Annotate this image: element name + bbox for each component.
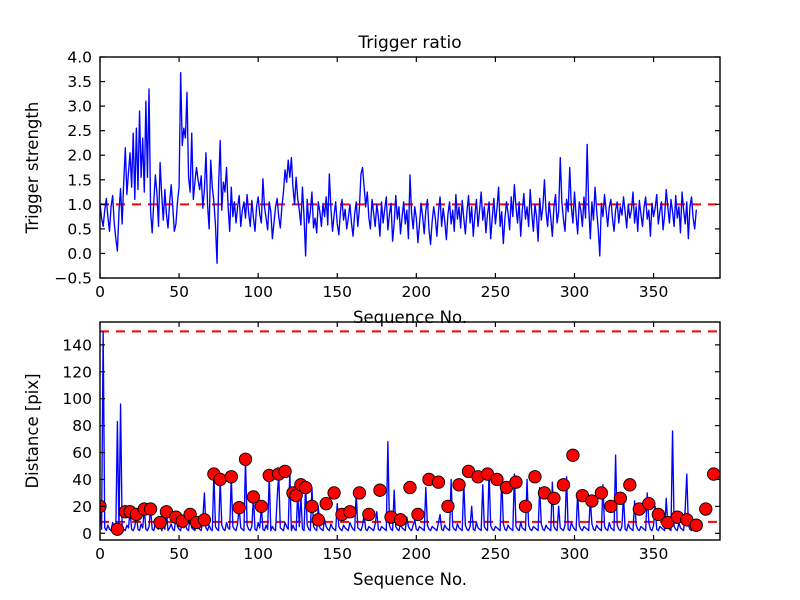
y-tick-label: 0.0	[67, 245, 92, 263]
marker-point	[613, 491, 628, 505]
y-axis-label: Distance [pix]	[23, 373, 42, 488]
y-tick-label: 20	[72, 498, 92, 516]
y-tick-label: −0.5	[54, 270, 92, 288]
y-tick-label: 100	[62, 390, 92, 408]
marker-point	[699, 502, 713, 516]
marker-point	[298, 480, 313, 495]
x-tick-label: 250	[481, 545, 511, 563]
marker-point	[213, 472, 227, 487]
x-tick-label: 350	[639, 283, 669, 301]
y-axis-label: Trigger strength	[23, 102, 42, 235]
marker-point	[411, 507, 425, 522]
marker-point	[547, 491, 561, 505]
x-tick-label: 350	[639, 545, 669, 563]
x-tick-label: 0	[95, 545, 105, 563]
y-tick-label: 120	[62, 363, 92, 381]
marker-point	[490, 472, 504, 487]
plot-area	[100, 72, 720, 264]
data-series-line	[100, 330, 694, 532]
x-tick-label: 300	[560, 283, 590, 301]
marker-point	[403, 480, 417, 495]
marker-point	[566, 448, 580, 462]
trigger-ratio-plot: 0 50 100 150 200 250 300 350 −0.5 0.0 0.5 1.0 1.5 2.0…	[23, 33, 721, 327]
y-tick-label: 0	[82, 525, 92, 543]
x-tick-label: 200	[402, 545, 432, 563]
marker-point	[232, 501, 246, 515]
y-tick-label: 140	[62, 336, 92, 354]
marker-point	[556, 478, 571, 492]
marker-point	[393, 513, 408, 527]
marker-point	[224, 470, 238, 484]
distance-plot: 0 50 100 150 200 250 300 350 0 20 40 60 80 100 120 140 S…	[23, 321, 721, 589]
marker-point	[110, 522, 125, 536]
x-tick-label: 150	[322, 545, 352, 563]
marker-point	[373, 483, 387, 497]
marker-point	[585, 494, 599, 508]
marker-point	[238, 452, 253, 466]
y-tick-label: 4.0	[67, 49, 92, 67]
x-tick-label: 200	[402, 283, 432, 301]
marker-point	[254, 499, 268, 514]
y-tick-label: 0.5	[67, 220, 92, 238]
marker-point	[642, 497, 656, 511]
marker-point	[278, 464, 292, 479]
y-tick-label: 2.0	[67, 147, 92, 165]
y-tick-label: 3.5	[67, 73, 92, 91]
marker-point	[707, 467, 720, 481]
marker-point	[509, 475, 523, 489]
plot-area	[100, 330, 720, 536]
marker-point	[352, 486, 367, 500]
marker-point	[311, 513, 325, 527]
y-tick-label: 1.5	[67, 171, 92, 189]
marker-point	[594, 486, 609, 500]
marker-point	[604, 499, 618, 514]
marker-point	[143, 502, 158, 516]
marker-point	[518, 499, 533, 514]
x-axis-label: Sequence No.	[353, 308, 467, 327]
y-tick-label: 40	[72, 471, 92, 489]
marker-point	[689, 518, 703, 532]
marker-point	[441, 499, 455, 514]
x-tick-label: 50	[169, 545, 189, 563]
marker-point	[362, 507, 376, 522]
marker-point	[651, 507, 665, 522]
marker-point	[197, 513, 212, 527]
marker-point	[327, 486, 341, 500]
x-tick-label: 100	[243, 283, 273, 301]
marker-point	[319, 497, 333, 511]
data-series-line	[100, 72, 697, 264]
chart-title: Trigger ratio	[357, 33, 461, 53]
x-tick-label: 100	[243, 545, 273, 563]
y-tick-label: 2.5	[67, 122, 92, 140]
x-tick-label: 250	[481, 283, 511, 301]
marker-point	[528, 470, 542, 484]
x-axis-label: Sequence No.	[353, 570, 467, 589]
x-tick-label: 0	[95, 283, 105, 301]
marker-point	[246, 490, 261, 504]
marker-point	[343, 505, 357, 519]
outlier-markers	[100, 448, 720, 536]
y-tick-label: 60	[72, 444, 92, 462]
marker-point	[452, 478, 466, 492]
x-tick-label: 50	[169, 283, 189, 301]
marker-point	[305, 499, 319, 514]
x-tick-label: 150	[322, 283, 352, 301]
x-tick-label: 300	[560, 545, 590, 563]
axes-frame	[99, 56, 721, 279]
y-tick-label: 3.0	[67, 98, 92, 116]
marker-point	[623, 478, 637, 492]
marker-point	[431, 475, 446, 489]
y-tick-label: 1.0	[67, 196, 92, 214]
marker-point	[153, 515, 167, 530]
y-tick-label: 80	[72, 417, 92, 435]
axes-frame	[99, 321, 721, 541]
